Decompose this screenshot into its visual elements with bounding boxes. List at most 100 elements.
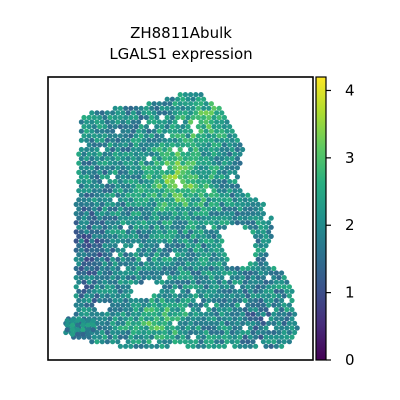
spot: [188, 320, 194, 326]
spot: [273, 279, 279, 285]
spot: [89, 302, 95, 308]
spot: [193, 211, 199, 217]
spot: [115, 229, 121, 235]
spot: [76, 151, 82, 157]
spot: [188, 265, 194, 272]
spot: [195, 188, 201, 194]
spot: [237, 197, 243, 203]
spot: [78, 275, 84, 281]
spot: [169, 307, 175, 313]
spot: [234, 320, 240, 326]
spot: [216, 197, 222, 203]
spot: [182, 247, 188, 253]
spot: [237, 188, 243, 194]
spot: [128, 114, 134, 121]
spot: [216, 178, 222, 185]
spot: [216, 307, 222, 313]
spot: [229, 302, 235, 308]
spot: [128, 270, 134, 276]
spot: [268, 233, 274, 239]
spot: [133, 197, 139, 203]
spot: [97, 325, 103, 331]
spot: [219, 284, 225, 290]
spot: [159, 124, 165, 130]
spot: [81, 279, 87, 285]
spot: [169, 224, 175, 230]
spot: [99, 128, 105, 134]
spot: [84, 256, 90, 262]
spot: [284, 307, 290, 313]
spot: [112, 188, 118, 194]
spot: [169, 188, 175, 194]
spot: [81, 233, 87, 239]
spot: [125, 275, 131, 281]
spot: [237, 279, 243, 285]
spot: [232, 169, 238, 175]
spot: [120, 229, 126, 235]
spot: [104, 229, 110, 235]
spot: [289, 288, 295, 294]
spot: [227, 307, 233, 313]
spot: [97, 288, 103, 294]
spot: [97, 160, 103, 166]
spot: [188, 110, 194, 116]
spot: [195, 114, 201, 121]
spot: [91, 261, 97, 267]
spot: [84, 229, 90, 235]
spot: [138, 124, 144, 130]
spot: [141, 247, 147, 253]
spot: [151, 293, 157, 299]
spot: [104, 293, 110, 299]
spot: [141, 183, 147, 189]
spot: [284, 316, 290, 322]
spot: [271, 265, 277, 272]
spot: [125, 339, 131, 345]
spot: [107, 178, 113, 185]
spot: [154, 133, 160, 139]
spot: [211, 325, 217, 331]
spot: [146, 329, 152, 336]
spot: [104, 256, 110, 262]
spot: [260, 256, 266, 262]
spot: [133, 124, 139, 130]
spot: [125, 302, 131, 308]
spot: [164, 279, 170, 285]
spot: [195, 215, 201, 221]
spot: [224, 302, 230, 308]
spot: [167, 101, 173, 107]
spot: [260, 293, 266, 299]
spot: [138, 160, 144, 166]
spot: [190, 160, 196, 166]
spot: [182, 220, 188, 226]
spot: [214, 293, 220, 299]
spot: [78, 192, 84, 198]
spot: [81, 133, 87, 139]
spot: [177, 165, 183, 171]
spot: [188, 229, 194, 235]
spot: [107, 142, 113, 148]
spot: [221, 325, 227, 331]
spot: [229, 311, 235, 317]
spot: [104, 165, 110, 171]
spot: [94, 174, 100, 180]
spot: [201, 325, 207, 331]
spot: [232, 142, 238, 148]
spot: [203, 137, 209, 143]
spot: [172, 256, 178, 262]
spot: [198, 211, 204, 217]
spot: [123, 288, 129, 294]
spot: [143, 178, 149, 185]
spot: [99, 329, 105, 336]
spot: [133, 307, 139, 313]
spot: [146, 238, 152, 244]
spot: [255, 311, 261, 317]
spot: [201, 224, 207, 230]
spot: [162, 174, 168, 180]
spot: [284, 279, 290, 285]
spot: [208, 211, 214, 217]
spot: [193, 302, 199, 308]
spot: [188, 137, 194, 143]
spot: [128, 316, 134, 322]
spot: [84, 293, 90, 299]
spot: [133, 270, 139, 276]
